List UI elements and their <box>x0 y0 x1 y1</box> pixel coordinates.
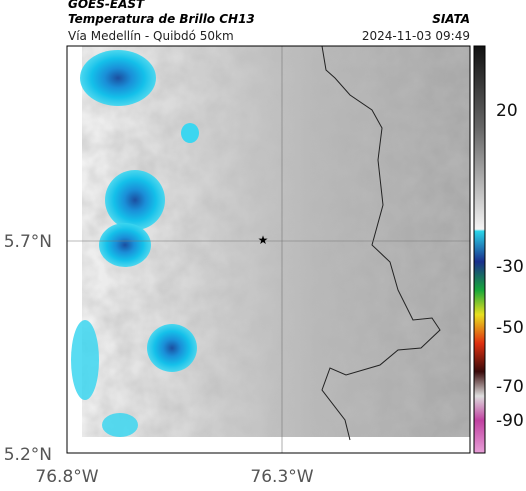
lon-label: 76.3°W <box>250 467 313 487</box>
colorbar <box>473 45 486 454</box>
lon-label: 76.8°W <box>35 467 98 487</box>
colorbar-label: -50 <box>496 318 524 338</box>
product: Temperatura de Brillo CH13 <box>68 12 255 26</box>
datetime: 2024-11-03 09:49 <box>362 29 470 43</box>
lat-label: 5.2°N <box>4 445 52 465</box>
colorbar-label: -30 <box>496 257 524 277</box>
lat-label: 5.7°N <box>4 232 52 252</box>
colorbar-label: -70 <box>496 377 524 397</box>
route: Vía Medellín - Quibdó 50km <box>68 29 234 43</box>
map-imagery: ★ <box>66 45 471 454</box>
colorbar-label: -90 <box>496 411 524 431</box>
svg-text:★: ★ <box>258 233 269 247</box>
satellite: GOES-EAST <box>68 0 145 11</box>
source: SIATA <box>432 12 470 26</box>
colorbar-label: 20 <box>496 101 518 121</box>
